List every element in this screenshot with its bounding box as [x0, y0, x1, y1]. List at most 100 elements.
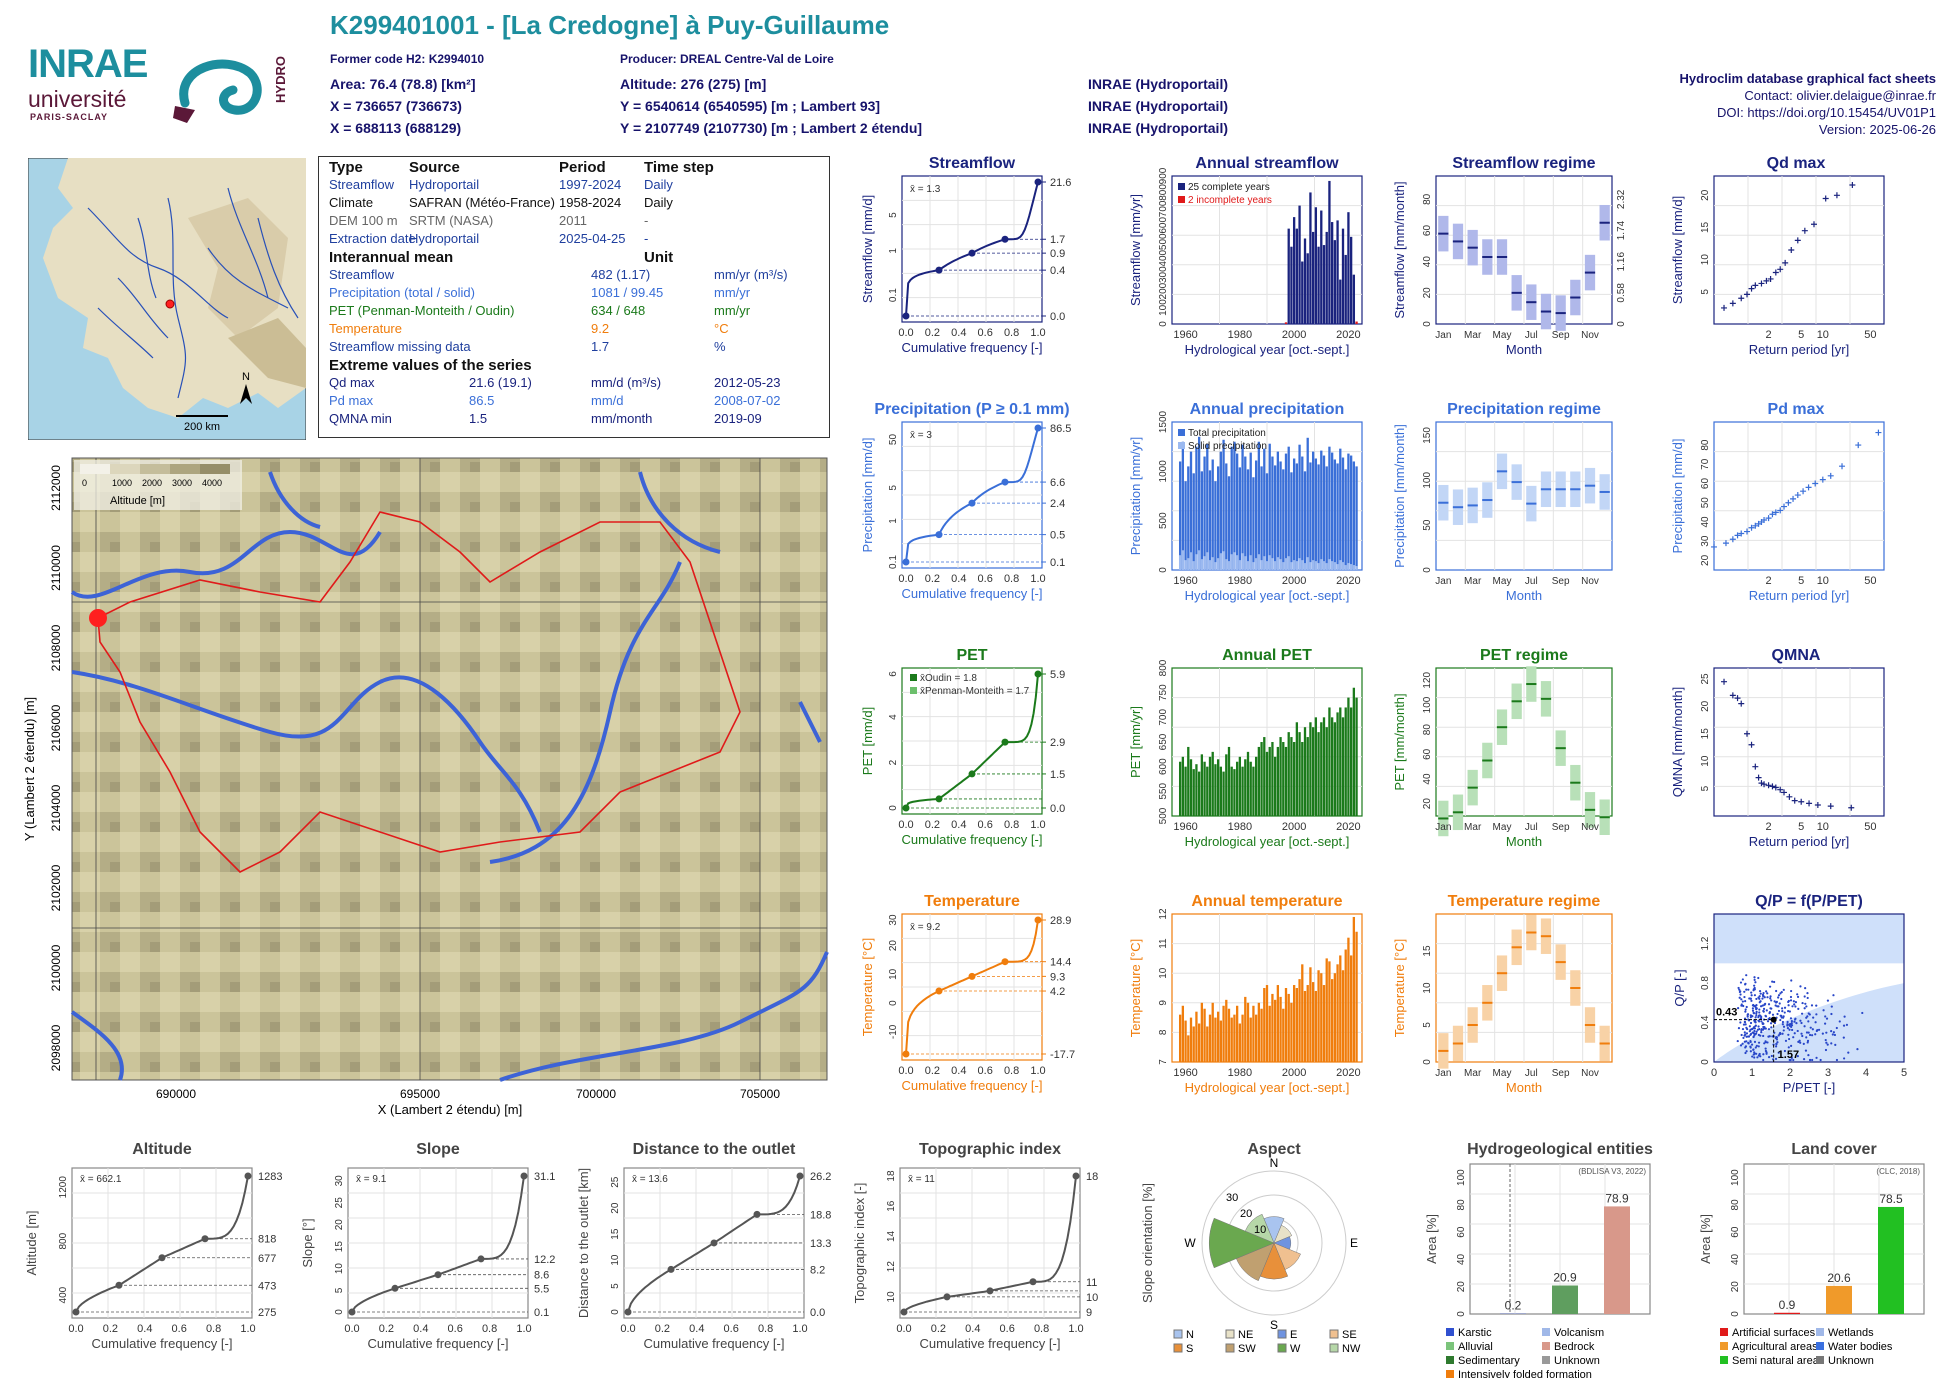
chart-title: Temperature — [924, 893, 1020, 910]
extreme-row: Pd max 86.5 mm/d 2008-07-02 — [329, 393, 821, 410]
info-cell: 1958-2024 — [559, 195, 622, 210]
qp-point — [1753, 976, 1756, 979]
bar — [1192, 473, 1195, 570]
bar — [1287, 446, 1290, 570]
mean-cell: % — [714, 339, 726, 354]
bar — [1238, 1023, 1242, 1062]
y-tick: 300 — [1158, 266, 1169, 283]
y-tick: 800 — [1158, 659, 1169, 676]
quantile-point — [1072, 1172, 1080, 1180]
return-point — [1721, 678, 1728, 685]
qp-point — [1781, 1007, 1784, 1010]
bars — [1178, 436, 1358, 570]
mean-label: x̄ = 9.2 — [910, 922, 941, 933]
y-axis-label: Area [%] — [1424, 1214, 1439, 1264]
qp-point — [1737, 1007, 1740, 1010]
bar — [1211, 459, 1214, 570]
legend-entry: Semi natural areas — [1732, 1355, 1825, 1367]
qp-point — [1769, 995, 1772, 998]
qp-point — [1740, 1004, 1743, 1007]
rose-sector — [1208, 1217, 1275, 1269]
qp-point — [1790, 1044, 1793, 1047]
qp-point — [1815, 1056, 1818, 1059]
left-tick: 20 — [334, 1219, 345, 1231]
left-tick: 50 — [888, 434, 899, 446]
quantile-point — [900, 1308, 908, 1316]
legend-swatch — [1816, 1342, 1824, 1350]
x-tick: May — [1493, 330, 1512, 341]
qp-point — [1743, 995, 1746, 999]
y-tick: 550 — [1158, 783, 1169, 800]
bar — [1214, 481, 1217, 570]
qp-point — [1816, 1029, 1819, 1032]
qp-point — [1755, 1008, 1758, 1011]
legend-entry: N — [1186, 1329, 1194, 1341]
qp-point — [1769, 1007, 1772, 1010]
legend-tick: 2000 — [142, 478, 162, 488]
qp-point — [1739, 993, 1742, 996]
bar — [1309, 462, 1312, 570]
qp-point — [1767, 1056, 1771, 1059]
solid-bar — [1178, 555, 1182, 570]
bar — [1341, 717, 1345, 816]
qp-point — [1856, 1048, 1859, 1051]
map-y-tick: 2104000 — [49, 784, 63, 831]
qp-point — [1763, 1042, 1766, 1045]
info-cell: SAFRAN (Météo-France) — [409, 195, 555, 210]
paris-saclay-logo: PARIS-SACLAY — [30, 112, 109, 122]
chart-title: Pd max — [1768, 401, 1825, 418]
bar — [1263, 737, 1266, 816]
x-tick: 2 — [1766, 821, 1772, 833]
return-point — [1734, 532, 1741, 539]
bar — [1225, 999, 1228, 1062]
bar — [1295, 463, 1299, 570]
qp-point — [1842, 1036, 1845, 1039]
x-tick: 0.2 — [925, 573, 940, 585]
qp-point — [1766, 1041, 1769, 1044]
qp-point — [1817, 1028, 1821, 1031]
bar — [1328, 707, 1331, 816]
qp-point — [1736, 1039, 1739, 1043]
bar — [1347, 937, 1350, 1062]
bar — [1303, 990, 1307, 1062]
bar — [1352, 461, 1356, 570]
bar — [1244, 456, 1247, 570]
qp-point — [1799, 1041, 1802, 1044]
right-tick: 0.0 — [1050, 803, 1065, 815]
x-tick: 3 — [1825, 1067, 1831, 1079]
y-axis-label: Altitude [m] — [24, 1210, 39, 1275]
extreme-row: QMNA min 1.5 mm/month 2019-09 — [329, 411, 821, 428]
x-tick: 0.0 — [898, 819, 913, 831]
return-point — [1729, 300, 1736, 307]
bar — [1330, 717, 1334, 816]
grid — [72, 1168, 252, 1318]
bar — [1222, 439, 1225, 570]
y-tick: 20 — [1700, 554, 1711, 566]
bar — [1235, 1005, 1239, 1062]
bar — [1216, 1011, 1220, 1062]
y-tick: 700 — [1158, 709, 1169, 726]
solid-bar — [1282, 562, 1285, 570]
right-tick: 4.2 — [1050, 986, 1065, 998]
return-point — [1790, 495, 1797, 502]
bar — [1238, 756, 1242, 816]
bar — [1330, 222, 1334, 324]
y-tick: 600 — [1158, 217, 1169, 234]
left-tick: 0.1 — [888, 555, 899, 569]
y-axis-label: Temperature [°C] — [860, 938, 875, 1036]
qp-point — [1835, 1026, 1838, 1030]
qp-point — [1750, 999, 1753, 1002]
right-tick: 1283 — [258, 1171, 282, 1183]
x-tick: Jul — [1525, 822, 1538, 833]
bar — [1214, 1017, 1217, 1062]
solid-bar — [1344, 565, 1347, 570]
qp-point — [1847, 1051, 1850, 1054]
mean-cell: 9.2 — [591, 321, 610, 336]
bar — [1303, 471, 1307, 570]
plot-frame — [1713, 913, 1905, 1063]
y-tick: 20 — [1456, 1281, 1467, 1293]
right-tick: 0.0 — [1050, 311, 1065, 323]
bar — [1314, 990, 1318, 1062]
qp-point — [1832, 994, 1835, 997]
qp-point — [1771, 1013, 1775, 1016]
